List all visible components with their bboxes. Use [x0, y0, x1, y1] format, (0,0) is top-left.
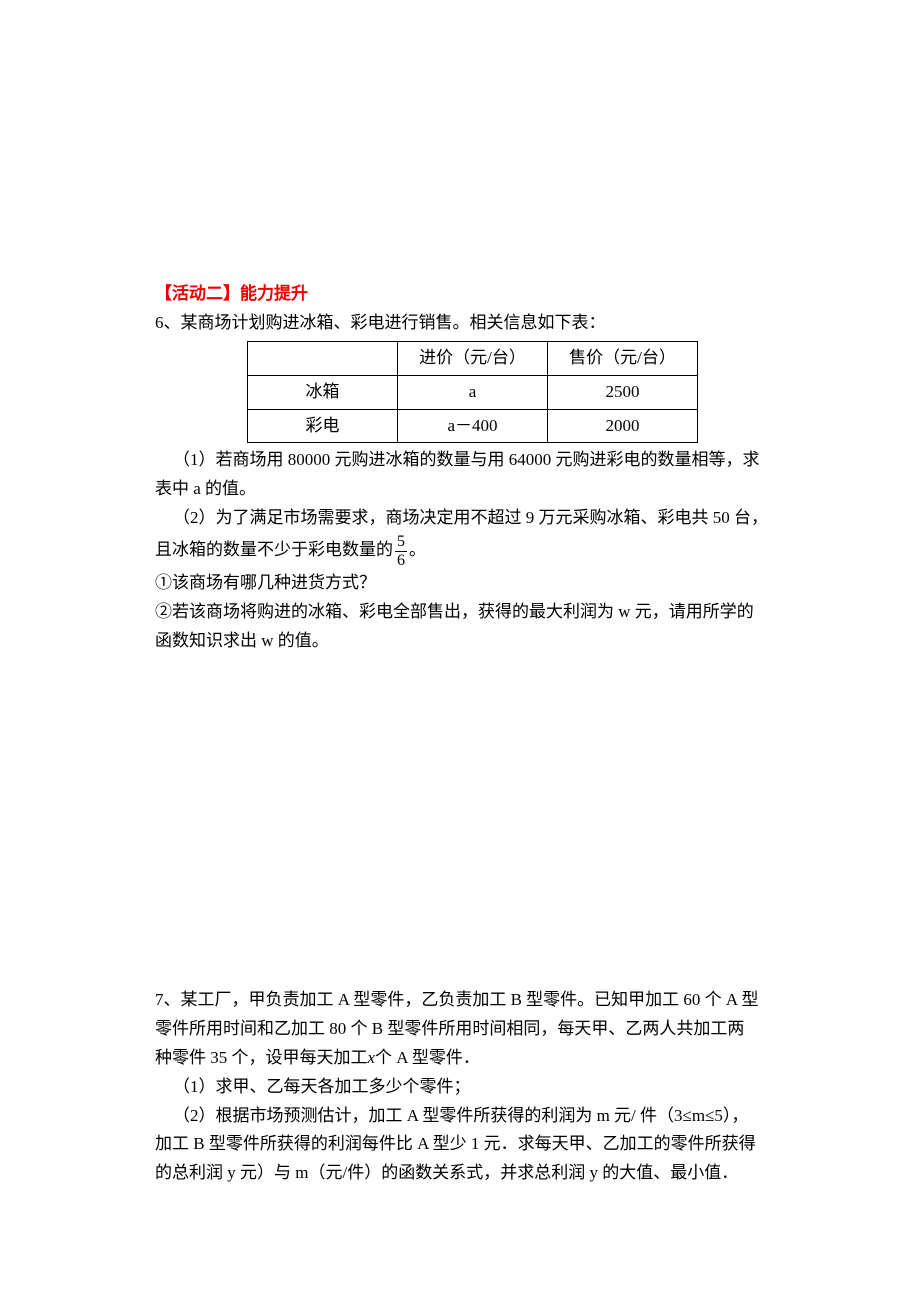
table-cell: a — [398, 375, 548, 409]
q6-price-table: 进价（元/台） 售价（元/台） 冰箱 a 2500 彩电 a－400 2000 — [247, 341, 698, 444]
table-cell: 2500 — [548, 375, 698, 409]
q7-line3-suffix: 个 A 型零件． — [375, 1048, 480, 1067]
activity-2-header: 【活动二】能力提升 — [155, 280, 790, 309]
variable-x: x — [368, 1048, 376, 1067]
q7-line3-prefix: 种零件 35 个，设甲每天加工 — [155, 1048, 368, 1067]
table-cell-header: 进价（元/台） — [398, 341, 548, 375]
table-cell-header — [248, 341, 398, 375]
q6-part2-b-prefix: 且冰箱的数量不少于彩电数量的 — [155, 540, 393, 559]
q7-line2: 零件所用时间和乙加工 80 个 B 型零件所用时间相同，每天甲、乙两人共加工两 — [155, 1015, 790, 1044]
table-row: 冰箱 a 2500 — [248, 375, 698, 409]
table-cell-header: 售价（元/台） — [548, 341, 698, 375]
fraction-denominator: 6 — [395, 552, 407, 570]
q6-part2-b-suffix: 。 — [409, 540, 426, 559]
q7-part2-a: （2）根据市场预测估计，加工 A 型零件所获得的利润为 m 元/ 件（3≤m≤5… — [155, 1102, 790, 1131]
q6-part1-b: 表中 a 的值。 — [155, 475, 790, 504]
fraction-5-6: 56 — [395, 533, 407, 569]
q6-sub2-a: ②若该商场将购进的冰箱、彩电全部售出，获得的最大利润为 w 元，请用所学的 — [155, 598, 790, 627]
q6-part2-a: （2）为了满足市场需要求，商场决定用不超过 9 万元采购冰箱、彩电共 50 台， — [155, 504, 790, 533]
q6-intro: 6、某商场计划购进冰箱、彩电进行销售。相关信息如下表： — [155, 309, 790, 338]
table-cell: 2000 — [548, 409, 698, 443]
table-cell: 彩电 — [248, 409, 398, 443]
q7-part2-c: 的总利润 y 元）与 m（元/件）的函数关系式，并求总利润 y 的大值、最小值． — [155, 1159, 790, 1188]
q6-sub1: ①该商场有哪几种进货方式？ — [155, 569, 790, 598]
q7-part2-b: 加工 B 型零件所获得的利润每件比 A 型少 1 元．求每天甲、乙加工的零件所获… — [155, 1130, 790, 1159]
table-row: 彩电 a－400 2000 — [248, 409, 698, 443]
q6-part2-b: 且冰箱的数量不少于彩电数量的56。 — [155, 533, 790, 569]
q7-line1: 7、某工厂，甲负责加工 A 型零件，乙负责加工 B 型零件。已知甲加工 60 个… — [155, 986, 790, 1015]
q6-sub2-b: 函数知识求出 w 的值。 — [155, 627, 790, 656]
table-row: 进价（元/台） 售价（元/台） — [248, 341, 698, 375]
table-cell: a－400 — [398, 409, 548, 443]
table-cell: 冰箱 — [248, 375, 398, 409]
q7-line3: 种零件 35 个，设甲每天加工x个 A 型零件． — [155, 1044, 790, 1073]
vertical-spacer — [155, 656, 790, 986]
q6-table-wrapper: 进价（元/台） 售价（元/台） 冰箱 a 2500 彩电 a－400 2000 — [155, 341, 790, 444]
q6-part1-a: （1）若商场用 80000 元购进冰箱的数量与用 64000 元购进彩电的数量相… — [155, 446, 790, 475]
q7-part1: （1）求甲、乙每天各加工多少个零件； — [155, 1073, 790, 1102]
fraction-numerator: 5 — [395, 533, 407, 552]
